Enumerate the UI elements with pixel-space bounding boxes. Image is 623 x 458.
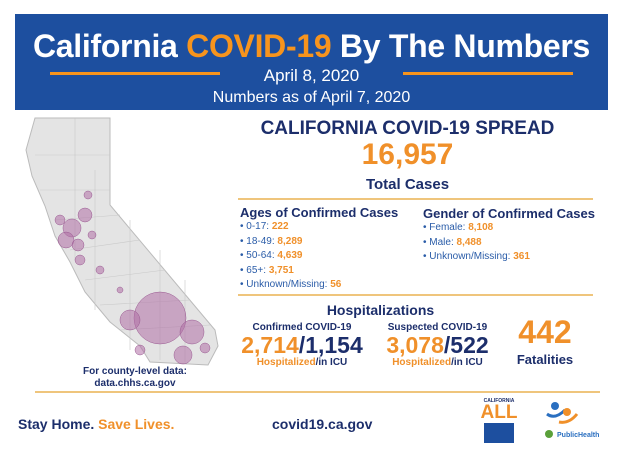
divider bbox=[50, 72, 220, 75]
ages-heading: Ages of Confirmed Cases bbox=[240, 205, 399, 220]
suspected-icu: 522 bbox=[450, 332, 489, 358]
slogan-save: Save Lives. bbox=[98, 416, 175, 432]
title-highlight: COVID-19 bbox=[186, 28, 332, 64]
bubble bbox=[173, 345, 193, 365]
title-prefix: California bbox=[32, 28, 187, 64]
slogan: Stay Home. Save Lives. bbox=[18, 416, 174, 432]
total-cases-value: 16,957 bbox=[361, 138, 454, 171]
divider bbox=[35, 391, 600, 393]
bubble bbox=[95, 265, 105, 275]
confirmed-hospitalized: 2,714 bbox=[241, 332, 299, 358]
public-health-icon: PublicHealth bbox=[545, 402, 599, 439]
gender-section: Gender of Confirmed Cases • Female: 8,10… bbox=[423, 206, 595, 265]
hospitalized-label: Hospitalized bbox=[392, 357, 452, 368]
list-item: • 18-49: 8,289 bbox=[240, 235, 303, 247]
header-banner: California COVID-19 By The Numbers April… bbox=[15, 14, 608, 110]
suspected-hospitalized: 3,078 bbox=[386, 332, 444, 358]
website-link[interactable]: covid19.ca.gov bbox=[272, 416, 373, 432]
hospitalized-label: Hospitalized bbox=[256, 357, 316, 368]
date: April 8, 2020 bbox=[263, 66, 360, 85]
bubble bbox=[134, 344, 146, 356]
divider bbox=[403, 72, 573, 75]
divider bbox=[238, 294, 593, 296]
total-cases-label: Total Cases bbox=[365, 176, 450, 193]
ages-section: Ages of Confirmed Cases • 0-17: 222 • 18… bbox=[240, 205, 398, 293]
suspected-hospital: Suspected COVID-19 3,078/522 Hospitalize… bbox=[370, 322, 505, 368]
list-item: • 50-64: 4,639 bbox=[240, 250, 303, 261]
list-item: • Male: 8,488 bbox=[423, 236, 482, 248]
icu-label: /in ICU bbox=[315, 357, 348, 368]
fatalities-label: Fatalities bbox=[516, 352, 574, 367]
spread-heading: CALIFORNIA COVID-19 SPREAD bbox=[260, 118, 555, 139]
bubble bbox=[119, 309, 141, 331]
svg-text:PublicHealth: PublicHealth bbox=[557, 432, 599, 439]
gender-heading: Gender of Confirmed Cases bbox=[423, 206, 595, 221]
gender-list: • Female: 8,108 • Male: 8,488 • Unknown/… bbox=[423, 221, 595, 265]
bubble bbox=[57, 231, 75, 249]
confirmed-label: Confirmed COVID-19 bbox=[252, 322, 352, 333]
hospitalizations-heading: Hospitalizations bbox=[326, 302, 435, 318]
public-health-logo: PublicHealth bbox=[543, 400, 603, 450]
ages-list: • 0-17: 222 • 18-49: 8,289 • 50-64: 4,63… bbox=[240, 220, 398, 293]
bubble-los-angeles bbox=[133, 291, 187, 345]
list-item: • Female: 8,108 bbox=[423, 222, 494, 233]
list-item: • 0-17: 222 bbox=[240, 221, 289, 232]
bubble bbox=[83, 190, 93, 200]
bubble bbox=[74, 254, 86, 266]
bubble bbox=[116, 286, 124, 294]
bubble bbox=[71, 238, 85, 252]
confirmed-icu: 1,154 bbox=[305, 332, 363, 358]
page-title: California COVID-19 By The Numbers bbox=[15, 28, 608, 65]
list-item: • 65+: 3,751 bbox=[240, 264, 294, 276]
list-item: • Unknown/Missing: 56 bbox=[240, 279, 342, 290]
title-suffix: By The Numbers bbox=[331, 28, 591, 64]
fatalities-value: 442 bbox=[518, 314, 572, 350]
county-label: For county-level data: bbox=[83, 366, 187, 377]
case-bubbles bbox=[54, 190, 211, 365]
bubble bbox=[179, 319, 205, 345]
california-all-logo: CALIFORNIA ALL bbox=[480, 398, 518, 444]
bubble bbox=[199, 342, 211, 354]
bubble bbox=[87, 230, 97, 240]
list-item: • Unknown/Missing: 361 bbox=[423, 251, 530, 262]
county-link[interactable]: data.chhs.ca.gov bbox=[94, 378, 176, 389]
as-of-date: Numbers as of April 7, 2020 bbox=[212, 89, 411, 106]
slogan-stay: Stay Home. bbox=[18, 416, 99, 432]
county-data-note: For county-level data: data.chhs.ca.gov bbox=[60, 366, 210, 390]
icu-label: /in ICU bbox=[451, 357, 483, 368]
california-map bbox=[25, 117, 219, 366]
bubble bbox=[77, 207, 93, 223]
suspected-label: Suspected COVID-19 bbox=[387, 322, 488, 333]
bubble bbox=[54, 214, 66, 226]
confirmed-hospital: Confirmed COVID-19 2,714/1,154 Hospitali… bbox=[232, 322, 372, 368]
divider bbox=[238, 198, 593, 200]
